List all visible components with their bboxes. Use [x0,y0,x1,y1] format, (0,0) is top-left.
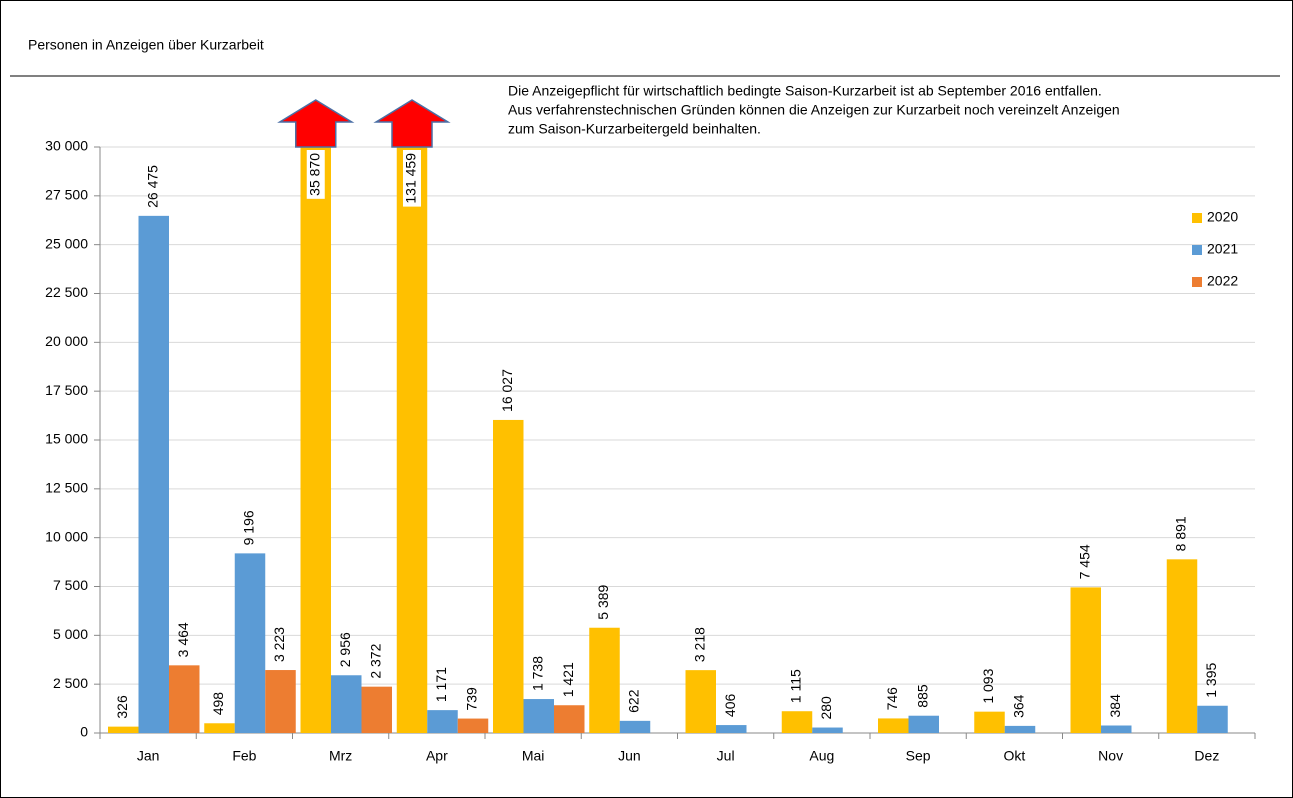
value-label: 746 [884,687,900,711]
value-label: 406 [722,693,738,717]
bar [619,720,651,733]
value-label: 326 [114,695,130,719]
bar [1070,587,1101,733]
bar [493,419,524,733]
x-tick-label: Jul [717,748,735,764]
bar [1197,705,1228,733]
value-label: 3 223 [271,627,287,662]
x-tick-label: Dez [1194,748,1219,764]
x-tick-label: Jan [137,748,160,764]
bar [523,699,554,733]
bar [108,726,139,733]
value-label: 3 218 [691,627,707,662]
value-label: 2 372 [367,643,383,678]
value-label-bg [306,150,325,199]
value-label: 1 093 [980,668,996,703]
bar [457,718,489,733]
bar [589,627,620,733]
value-label: 16 027 [499,369,515,412]
bar [234,553,266,733]
y-tick-label: 15 000 [45,431,88,447]
value-label: 5 389 [595,584,611,619]
bar [812,727,843,733]
y-tick-label: 20 000 [45,333,88,349]
bar [169,665,200,733]
value-label: 1 738 [529,656,545,691]
x-tick-label: Jun [618,748,641,764]
value-label: 7 454 [1076,544,1092,579]
overflow-arrow [277,99,355,148]
bar [781,711,813,733]
legend-label: 2022 [1207,273,1238,289]
bar [1166,559,1198,733]
bar [265,670,296,733]
bar [554,705,585,733]
chart-title: Personen in Anzeigen über Kurzarbeit [28,37,264,53]
value-label: 622 [626,689,642,713]
annotation: Die Anzeigepflicht für wirtschaftlich be… [508,83,1102,99]
x-tick-label: Mai [522,748,545,764]
value-label: 739 [464,687,480,711]
x-tick-label: Aug [809,748,834,764]
x-tick-label: Sep [906,748,931,764]
value-label: 885 [914,684,930,708]
value-label: 2 956 [337,632,353,667]
x-tick-label: Feb [232,748,256,764]
y-tick-label: 17 500 [45,382,88,398]
overflow-arrow [373,99,451,148]
value-label-bg [403,150,421,207]
x-tick-label: Mrz [329,748,352,764]
bar [908,715,939,733]
value-label: 131 459 [403,153,419,204]
value-label: 384 [1107,694,1123,718]
y-tick-label: 5 000 [53,626,88,642]
x-tick-label: Okt [1003,748,1025,764]
legend-label: 2021 [1207,241,1238,257]
bar [300,147,331,733]
bar [974,711,1005,733]
bar [396,147,428,733]
y-tick-label: 30 000 [45,138,88,154]
bar [1004,725,1036,733]
annotation: Aus verfahrenstechnischen Gründen können… [508,102,1120,118]
bar [878,718,909,733]
bar [716,725,747,733]
value-label: 1 421 [560,662,576,697]
bar [331,675,362,733]
value-label: 8 891 [1173,516,1189,551]
value-label: 364 [1011,694,1027,718]
y-tick-label: 7 500 [53,577,88,593]
value-label: 3 464 [175,622,191,657]
y-tick-label: 0 [80,724,88,740]
bar [138,215,169,734]
y-tick-label: 10 000 [45,528,88,544]
value-label: 9 196 [241,510,257,545]
x-tick-label: Apr [426,748,448,764]
value-label: 1 395 [1203,663,1219,698]
value-label: 26 475 [144,165,160,208]
value-label: 280 [818,696,834,720]
y-tick-label: 2 500 [53,675,88,691]
annotation: zum Saison-Kurzarbeitergeld beinhalten. [508,121,761,137]
legend-swatch [1192,245,1202,255]
value-label: 498 [210,692,226,716]
bar [361,686,392,733]
bar [1101,725,1132,733]
y-tick-label: 25 000 [45,235,88,251]
legend-label: 2020 [1207,209,1238,225]
y-tick-label: 27 500 [45,187,88,203]
legend-swatch [1192,213,1202,223]
bar [427,710,458,733]
y-tick-label: 12 500 [45,480,88,496]
x-tick-label: Nov [1098,748,1123,764]
bar [685,670,716,733]
value-label: 1 171 [433,667,449,702]
legend-swatch [1192,277,1202,287]
value-label: 1 115 [788,669,804,703]
bar [204,723,235,733]
y-tick-label: 22 500 [45,284,88,300]
value-label: 35 870 [306,153,322,196]
